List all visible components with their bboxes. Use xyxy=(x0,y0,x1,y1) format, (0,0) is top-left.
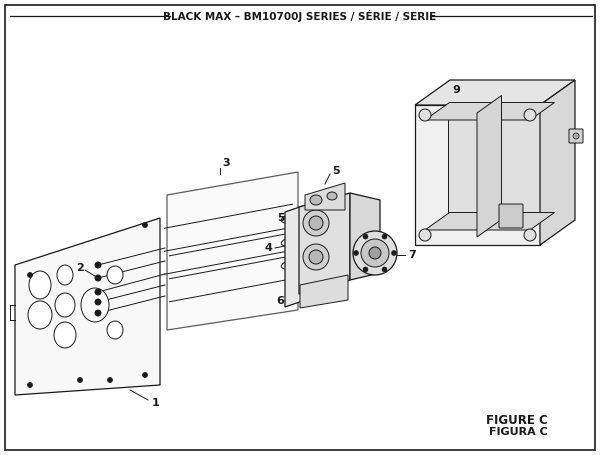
Ellipse shape xyxy=(95,299,101,305)
Ellipse shape xyxy=(107,321,123,339)
Polygon shape xyxy=(167,172,298,330)
Polygon shape xyxy=(299,193,350,294)
Ellipse shape xyxy=(143,373,148,378)
Polygon shape xyxy=(300,275,348,308)
Ellipse shape xyxy=(28,273,32,278)
Ellipse shape xyxy=(29,271,51,299)
Ellipse shape xyxy=(382,267,387,272)
Text: 5: 5 xyxy=(332,166,340,176)
Ellipse shape xyxy=(369,247,381,259)
Ellipse shape xyxy=(309,216,323,230)
Ellipse shape xyxy=(28,383,32,388)
Ellipse shape xyxy=(95,262,101,268)
Ellipse shape xyxy=(95,310,101,316)
Ellipse shape xyxy=(303,210,329,236)
Ellipse shape xyxy=(353,231,397,275)
Polygon shape xyxy=(425,212,554,230)
Ellipse shape xyxy=(303,244,329,270)
Polygon shape xyxy=(540,80,575,245)
Polygon shape xyxy=(15,218,160,395)
FancyBboxPatch shape xyxy=(569,129,583,143)
Ellipse shape xyxy=(419,109,431,121)
Ellipse shape xyxy=(363,234,368,239)
Ellipse shape xyxy=(419,229,431,241)
Ellipse shape xyxy=(281,212,309,223)
Polygon shape xyxy=(285,200,320,307)
Text: 1: 1 xyxy=(152,398,160,408)
Polygon shape xyxy=(415,105,540,245)
Ellipse shape xyxy=(573,133,579,139)
Ellipse shape xyxy=(524,109,536,121)
Ellipse shape xyxy=(95,289,101,295)
Text: FIGURE C: FIGURE C xyxy=(486,415,548,428)
Ellipse shape xyxy=(77,378,83,383)
Polygon shape xyxy=(477,96,502,237)
Ellipse shape xyxy=(143,222,148,228)
Ellipse shape xyxy=(524,229,536,241)
Ellipse shape xyxy=(309,250,323,264)
Ellipse shape xyxy=(361,239,389,267)
Ellipse shape xyxy=(54,322,76,348)
Text: 6: 6 xyxy=(276,296,284,306)
Polygon shape xyxy=(448,96,557,219)
Ellipse shape xyxy=(363,267,368,272)
Text: 4: 4 xyxy=(264,243,272,253)
Polygon shape xyxy=(350,193,380,280)
Ellipse shape xyxy=(382,234,387,239)
Text: BLACK MAX – BM10700J SERIES / SÉRIE / SERIE: BLACK MAX – BM10700J SERIES / SÉRIE / SE… xyxy=(163,10,437,22)
Ellipse shape xyxy=(95,275,101,281)
Ellipse shape xyxy=(281,236,309,247)
Ellipse shape xyxy=(57,265,73,285)
Text: 9: 9 xyxy=(452,85,460,95)
Ellipse shape xyxy=(310,195,322,205)
Text: FIGURA C: FIGURA C xyxy=(489,427,548,437)
Polygon shape xyxy=(415,80,575,105)
Text: 5: 5 xyxy=(277,213,285,223)
Ellipse shape xyxy=(107,378,113,383)
Text: 3: 3 xyxy=(222,158,230,168)
Ellipse shape xyxy=(281,258,309,269)
Text: 7: 7 xyxy=(408,250,416,260)
Ellipse shape xyxy=(81,288,109,322)
FancyBboxPatch shape xyxy=(499,204,523,228)
Text: 8: 8 xyxy=(568,133,576,143)
Polygon shape xyxy=(305,183,345,210)
Ellipse shape xyxy=(392,251,397,256)
Ellipse shape xyxy=(28,301,52,329)
Ellipse shape xyxy=(107,266,123,284)
Ellipse shape xyxy=(327,192,337,200)
Text: 2: 2 xyxy=(76,263,84,273)
Polygon shape xyxy=(425,102,554,120)
Ellipse shape xyxy=(55,293,75,317)
Ellipse shape xyxy=(353,251,359,256)
